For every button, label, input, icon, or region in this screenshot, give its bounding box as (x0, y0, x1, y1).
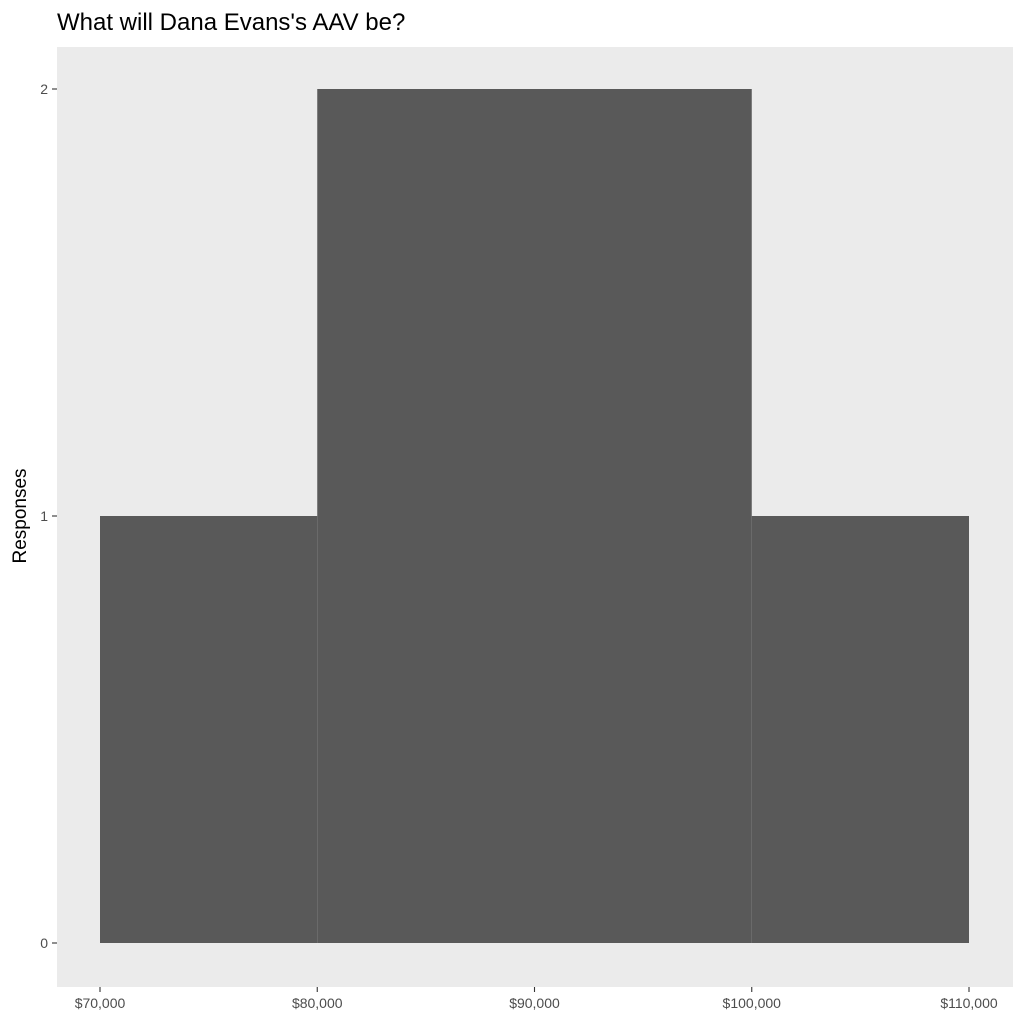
y-axis: 0 1 2 (40, 81, 57, 951)
y-tick-label: 1 (40, 508, 48, 524)
x-tick-label: $70,000 (75, 995, 126, 1011)
x-axis: $70,000 $80,000 $90,000 $100,000 $110,000 (75, 987, 998, 1011)
x-tick-label: $100,000 (723, 995, 782, 1011)
y-tick-label: 2 (40, 81, 48, 97)
x-tick-label: $80,000 (292, 995, 343, 1011)
x-tick-label: $110,000 (940, 995, 998, 1011)
x-tick-label: $90,000 (509, 995, 560, 1011)
chart-title: What will Dana Evans's AAV be? (57, 9, 405, 36)
histogram-bar-0 (100, 516, 318, 943)
histogram-bar-2 (751, 516, 969, 943)
y-axis-title: Responses (10, 468, 31, 563)
y-tick-label: 0 (40, 935, 48, 951)
histogram-bar-1 (317, 89, 752, 943)
bars-group (100, 89, 969, 943)
